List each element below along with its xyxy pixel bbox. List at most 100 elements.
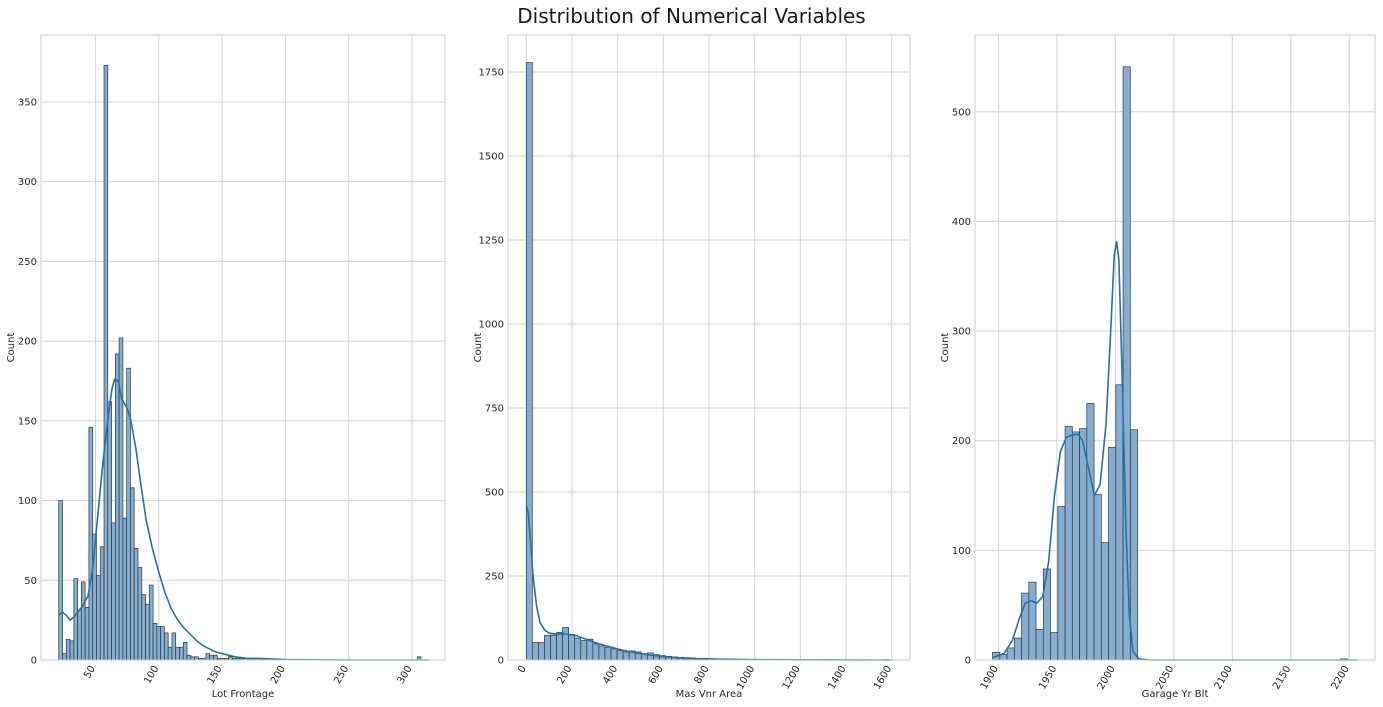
chart-2-xtick-label: 400 [601, 664, 620, 686]
chart-1-ylabel: Count [6, 333, 17, 363]
chart-3-xlabel: Garage Yr Blt [1142, 689, 1209, 700]
chart-2-ytick-label: 0 [498, 656, 504, 667]
chart-2-xtick-label: 600 [647, 664, 666, 686]
chart-2-bar [616, 650, 624, 661]
chart-3-bar [1071, 431, 1080, 661]
chart-1-bar [164, 632, 169, 661]
chart-2-bar [592, 643, 600, 661]
chart-1-ytick-label: 350 [18, 97, 37, 108]
chart-2-xtick-label: 0 [516, 664, 529, 675]
chart-1-ytick-label: 150 [18, 416, 37, 427]
chart-2-ytick-label: 750 [485, 403, 504, 414]
chart-2-xtick-label: 200 [555, 664, 574, 686]
chart-3-bar [1129, 429, 1138, 661]
chart-1-kde-line [58, 378, 429, 661]
chart-2-bar [562, 627, 569, 661]
chart-3-bar [1028, 581, 1037, 661]
chart-2-bar [544, 635, 551, 661]
chart-1-bar [58, 500, 63, 661]
chart-3-ylabel: Count [940, 333, 951, 363]
chart-3-xtick-label: 2050 [1154, 664, 1176, 692]
chart-1-ytick-label: 300 [18, 177, 37, 188]
chart-1-xtick-label: 50 [82, 664, 98, 681]
chart-2-ytick-label: 1000 [479, 319, 504, 330]
chart-1-bar [145, 603, 150, 661]
chart-2-bar [586, 638, 594, 661]
chart-1-bar [209, 654, 214, 661]
chart-1-frame [40, 34, 446, 661]
chart-3-bar [1115, 384, 1124, 661]
chart-1-bar [103, 64, 109, 661]
chart-1-bar [156, 626, 161, 661]
chart-1-bar [133, 548, 139, 661]
chart-1-bar [182, 642, 188, 661]
chart-3-xtick-label: 2100 [1213, 664, 1235, 692]
chart-3-ytick-label: 300 [952, 327, 971, 338]
chart-2-ylabel: Count [473, 333, 484, 363]
chart-1-bar [141, 594, 146, 661]
chart-3-kde-line [992, 240, 1358, 661]
chart-1-bar [96, 575, 101, 661]
chart-2-kde-line [525, 505, 892, 661]
chart-2-xtick-label: 1000 [735, 664, 757, 692]
chart-2-bar [531, 642, 539, 661]
chart-1-bar [81, 581, 86, 661]
chart-3-bar [1100, 542, 1109, 661]
chart-3-ytick-label: 500 [952, 107, 971, 118]
chart-2-bar [550, 634, 557, 661]
chart-1-ytick-label: 0 [31, 656, 37, 667]
chart-1-bar [77, 610, 82, 661]
chart-1-xlabel: Lot Frontage [212, 689, 275, 700]
chart-3-xtick-label: 1950 [1037, 664, 1059, 692]
chart-1-bar [88, 426, 94, 661]
chart-1-bar [73, 578, 78, 661]
chart-2-bar [580, 640, 588, 661]
chart-1-bar [205, 653, 211, 661]
chart-3-bar [1006, 647, 1015, 661]
chart-3-bar [1050, 632, 1059, 661]
chart-2-bar [525, 62, 533, 661]
chart-1-bar [69, 640, 75, 661]
chart-1-bar [171, 632, 177, 661]
chart-3-xtick-label: 1900 [979, 664, 1001, 692]
chart-2-bar [604, 646, 612, 661]
chart-3-bar [1079, 428, 1088, 661]
chart-1-ytick-label: 100 [18, 496, 37, 507]
chart-3-xtick-label: 2200 [1330, 664, 1352, 692]
chart-2-ytick-label: 1250 [479, 235, 504, 246]
chart-3-bar [1035, 628, 1044, 661]
chart-1-bar [114, 353, 120, 661]
chart-3-frame [974, 34, 1376, 661]
chart-3-bar [1013, 637, 1022, 661]
chart-1-bar [130, 487, 135, 661]
chart-2-xtick-label: 1400 [826, 664, 848, 692]
chart-1-bar [179, 646, 184, 661]
chart-3-ytick-label: 100 [952, 546, 971, 557]
chart-2-ytick-label: 250 [485, 571, 504, 582]
chart-1-bar [148, 584, 154, 661]
chart-3-ytick-label: 400 [952, 217, 971, 228]
chart-3-bar [1108, 446, 1117, 661]
chart-2-xlabel: Mas Vnr Area [676, 689, 743, 700]
chart-1-bar [111, 522, 116, 661]
chart-3-xtick-label: 2000 [1096, 664, 1118, 692]
chart-1-bar [167, 646, 173, 661]
chart-1-bar [137, 567, 143, 661]
chart-1-xtick-label: 200 [269, 664, 288, 686]
chart-2-xtick-label: 1200 [781, 664, 803, 692]
chart-2-bar [574, 637, 582, 661]
figure-title: Distribution of Numerical Variables [517, 4, 866, 28]
chart-2-bar [538, 642, 545, 661]
chart-2-bar [598, 645, 606, 661]
chart-1-bar [175, 646, 180, 661]
chart-1-bar [122, 517, 128, 661]
chart-1-bar [186, 654, 192, 661]
chart-3-bar [1093, 494, 1102, 661]
chart-1-xtick-label: 150 [206, 664, 225, 686]
chart-3-xtick-label: 2150 [1271, 664, 1293, 692]
chart-1-bar [213, 654, 218, 661]
chart-2-ytick-label: 1750 [479, 67, 504, 78]
chart-1-bar [160, 626, 165, 661]
chart-1-ytick-label: 250 [18, 257, 37, 268]
